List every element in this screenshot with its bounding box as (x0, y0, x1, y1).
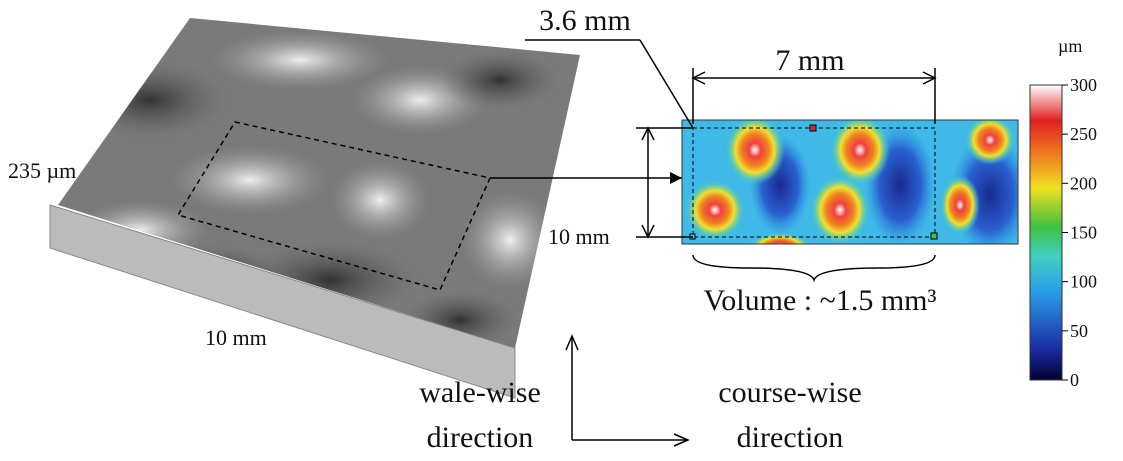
colorbar-unit: µm (1058, 36, 1082, 56)
colorbar-tick-label: 200 (1070, 173, 1097, 193)
page: 235 µm 10 mm 7 mm 3.6 mm 1 (0, 0, 1123, 461)
colorbar-tick-label: 150 (1070, 223, 1097, 243)
width-label: 10 mm (205, 325, 267, 350)
colorbar-tick-label: 100 (1070, 272, 1097, 292)
colorbar-tick-label: 300 (1070, 75, 1097, 95)
course-label: course-wise (718, 376, 861, 409)
figure: 235 µm 10 mm 7 mm 3.6 mm 1 (0, 0, 1123, 461)
colorbar-ticks: 300 250 200 150 100 50 0 (1062, 75, 1097, 390)
course-label: direction (737, 421, 844, 454)
wale-label: wale-wise (419, 376, 541, 409)
colorbar-tick-label: 50 (1070, 321, 1088, 341)
wale-label: direction (427, 421, 534, 454)
colorbar-tick-label: 0 (1070, 370, 1079, 390)
colorbar-tick-label: 250 (1070, 124, 1097, 144)
offset-label: 3.6 mm (539, 4, 631, 37)
surface-3d (50, 18, 682, 398)
height-map (682, 115, 1030, 257)
map-width-label: 7 mm (775, 44, 844, 77)
height-label: 235 µm (8, 158, 76, 183)
map-height-label: 10 mm (548, 224, 610, 249)
direction-arrows (566, 336, 688, 446)
volume-label: Volume : ~1.5 mm³ (703, 284, 936, 317)
colorbar (1030, 85, 1062, 380)
